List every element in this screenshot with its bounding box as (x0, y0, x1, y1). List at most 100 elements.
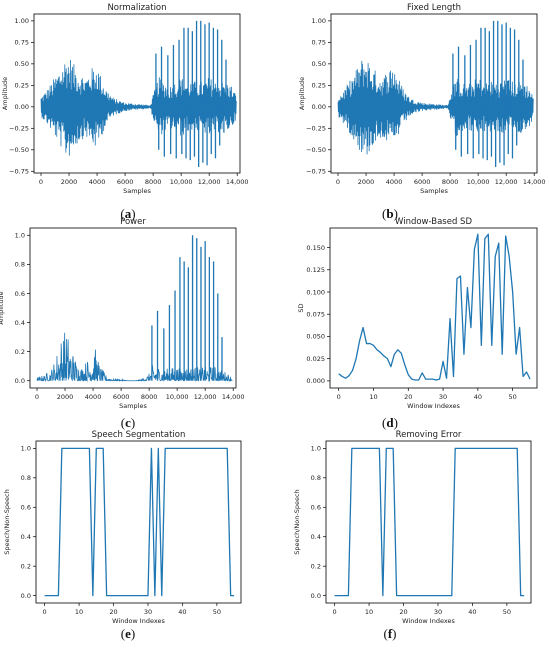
x-tick-label: 12,000 (495, 178, 518, 186)
chart-title: Power (120, 217, 146, 227)
x-tick-label: 8000 (145, 178, 162, 186)
y-tick-label: 0.8 (21, 474, 31, 482)
y-tick-label: 0.125 (306, 266, 325, 274)
y-tick-label: 0.6 (21, 504, 31, 512)
chart-title: Normalization (107, 3, 166, 13)
y-tick-label: 0.50 (15, 60, 29, 68)
x-tick-label: 10 (365, 608, 373, 616)
y-tick-label: 0.2 (311, 562, 321, 570)
y-tick-label: 0.4 (15, 319, 25, 327)
y-tick-label: −0.75 (306, 168, 326, 176)
caption-letter: f (387, 626, 393, 641)
plot-frame (329, 227, 538, 389)
x-tick-label: 30 (434, 608, 442, 616)
chart-panel-d: Window-Based SD Window Indexes SD 0 10 20 30 40… (297, 217, 538, 410)
y-tick-label: 0.0 (311, 592, 321, 600)
y-axis-label: Speech/Non-Speech (293, 489, 301, 554)
x-tick-label: 4000 (85, 393, 102, 401)
x-tick-label: 6000 (113, 393, 130, 401)
x-axis-label: Samples (123, 187, 151, 195)
y-tick-label: 1.0 (21, 445, 31, 453)
y-tick-label: 1.0 (15, 232, 25, 240)
y-tick-label: −0.50 (306, 146, 326, 154)
x-tick-label: 8000 (442, 178, 459, 186)
plot-area (334, 447, 525, 597)
plot-frame (325, 440, 532, 604)
x-tick-label: 10,000 (467, 178, 490, 186)
x-tick-label: 40 (474, 393, 482, 401)
y-tick-label: 0.8 (311, 474, 321, 482)
x-tick-label: 20 (109, 608, 117, 616)
waveform-line (40, 59, 237, 156)
plot-area (36, 235, 233, 383)
x-tick-label: 0 (39, 178, 43, 186)
caption-letter: b (386, 206, 394, 221)
x-tick-label: 14,000 (523, 178, 546, 186)
x-tick-label: 40 (178, 608, 186, 616)
x-tick-label: 40 (468, 608, 476, 616)
chart-title: Window-Based SD (395, 217, 472, 227)
x-tick-label: 0 (333, 608, 337, 616)
y-tick-label: 0.50 (312, 60, 326, 68)
caption-letter: e (125, 626, 131, 641)
y-tick-label: 0.25 (312, 82, 326, 90)
caption-letter: c (125, 415, 131, 430)
chart-panel-a: Normalization Samples Amplitude 0 2000 4000 60… (1, 3, 249, 195)
y-tick-label: 0.000 (306, 377, 325, 385)
plot-frame (35, 440, 242, 604)
x-tick-label: 14,000 (222, 393, 245, 401)
series-line (44, 447, 235, 597)
chart-title: Fixed Length (407, 3, 461, 13)
y-axis-label: Speech/Non-Speech (3, 489, 11, 554)
y-tick-label: 0.00 (312, 103, 326, 111)
y-axis-label: Amplitude (1, 77, 9, 110)
x-tick-label: 20 (404, 393, 412, 401)
chart-panel-f: Removing Error Window Indexes Speech/Non-S… (293, 430, 532, 625)
y-tick-label: −0.50 (9, 146, 29, 154)
waveform-line (337, 60, 534, 155)
caption-c: (c) (120, 415, 136, 430)
x-tick-label: 0 (35, 393, 39, 401)
x-tick-label: 4000 (386, 178, 403, 186)
x-tick-label: 2000 (57, 393, 74, 401)
chart-panel-b: Fixed Length Samples Amplitude 0 2000 4000 600… (298, 3, 546, 195)
x-axis-label: Window Indexes (112, 617, 165, 625)
y-axis-label: Amplitude (0, 291, 5, 324)
y-axis-label: Amplitude (298, 77, 306, 110)
plot-area (338, 233, 531, 381)
y-tick-label: 0.025 (306, 355, 325, 363)
y-tick-label: 1.0 (311, 445, 321, 453)
y-tick-label: −0.75 (9, 168, 29, 176)
caption-d: (d) (382, 415, 398, 430)
x-tick-label: 2000 (61, 178, 78, 186)
x-tick-label: 4000 (89, 178, 106, 186)
y-tick-label: 0.25 (15, 82, 29, 90)
caption-f: (f) (383, 626, 397, 641)
caption-a: (a) (120, 206, 136, 221)
y-tick-label: 0.100 (306, 288, 325, 296)
x-tick-label: 12,000 (194, 393, 217, 401)
series-line (338, 233, 531, 381)
plot-area (40, 20, 237, 167)
caption-e: (e) (120, 626, 136, 641)
y-tick-label: 0.075 (306, 311, 325, 319)
x-tick-label: 50 (213, 608, 221, 616)
x-tick-label: 50 (503, 608, 511, 616)
x-tick-label: 20 (399, 608, 407, 616)
y-tick-label: 0.0 (21, 592, 31, 600)
y-tick-label: 0.050 (306, 333, 325, 341)
x-tick-label: 14,000 (226, 178, 249, 186)
plot-frame (330, 13, 538, 174)
y-tick-label: 0.4 (311, 533, 321, 541)
chart-panel-c: Power Samples Amplitude 0 2000 4000 6000 8000 10… (0, 217, 245, 410)
series-line (334, 447, 525, 597)
chart-title: Removing Error (396, 430, 462, 440)
caption-letter: a (124, 206, 132, 221)
y-tick-label: 0.150 (306, 244, 325, 252)
x-tick-label: 10,000 (166, 393, 189, 401)
plot-area (337, 20, 534, 167)
caption-b: (b) (382, 206, 398, 221)
caption-letter: d (386, 415, 394, 430)
waveform-line (36, 332, 233, 383)
y-tick-label: 0.2 (15, 348, 25, 356)
